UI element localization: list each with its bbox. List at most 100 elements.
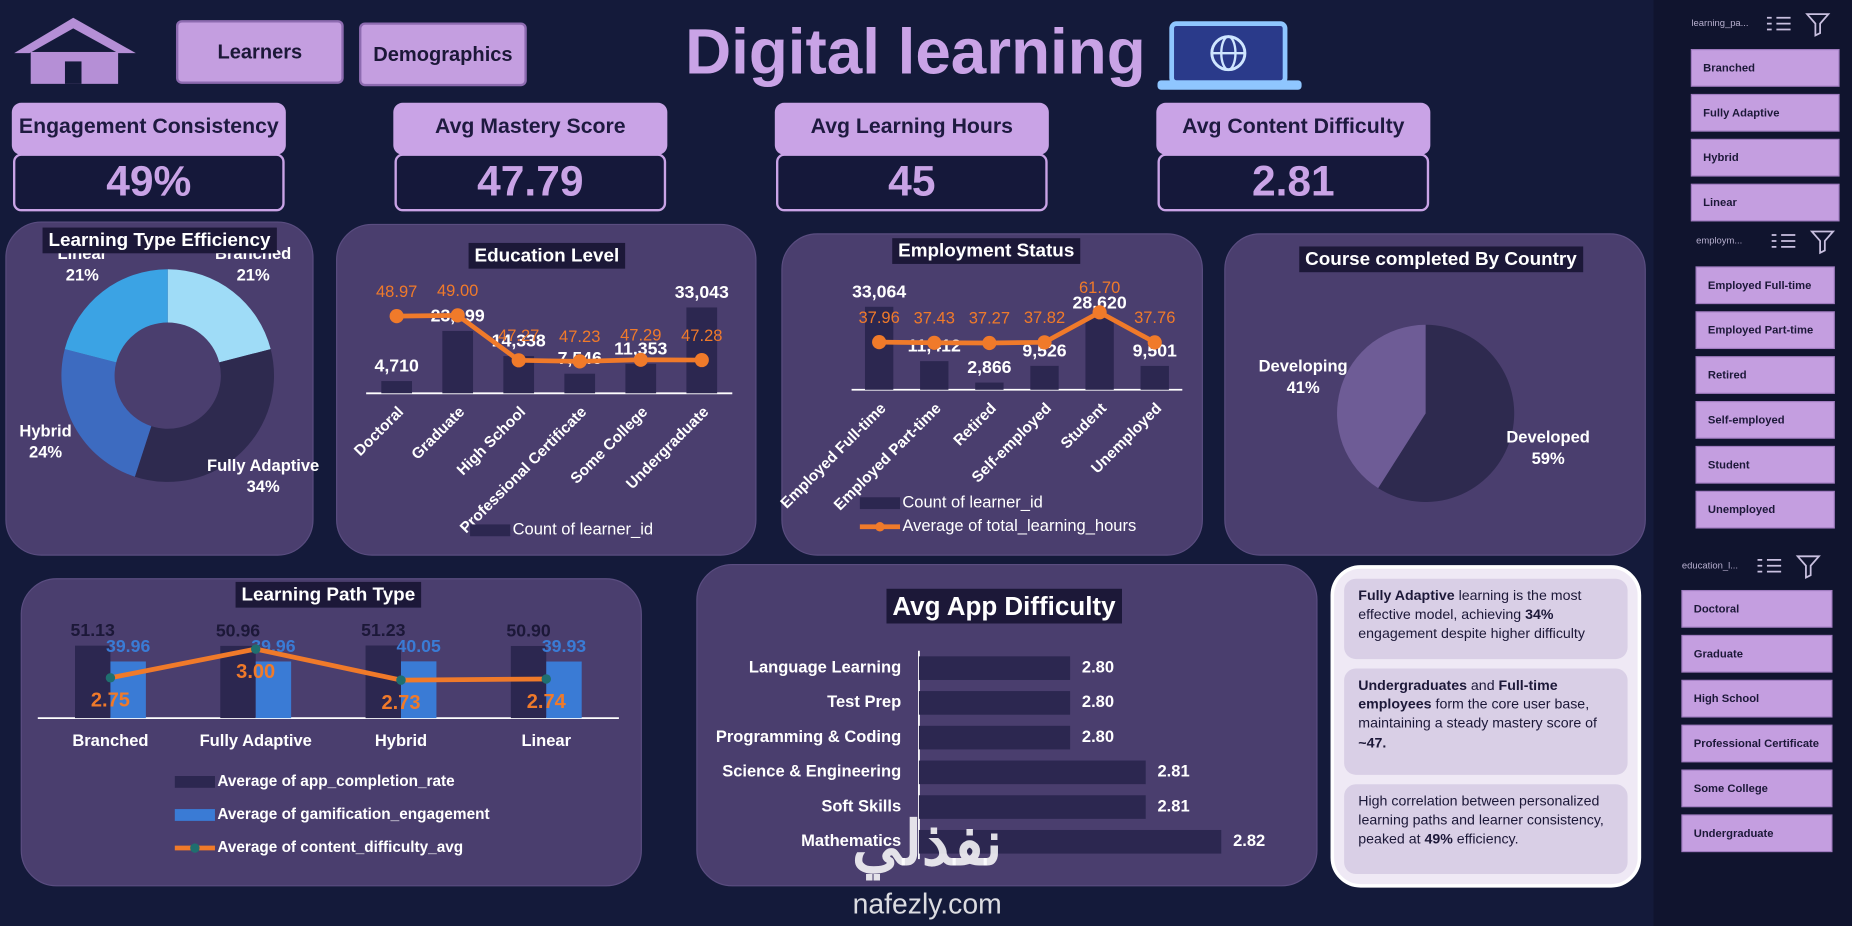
- bar: [381, 381, 413, 394]
- legend-label: Average of total_learning_hours: [902, 516, 1136, 535]
- slicer-item[interactable]: Professional Certificate: [1681, 724, 1833, 763]
- nav-button-label: Learners: [217, 41, 302, 63]
- slice-label: Developed: [1506, 428, 1590, 447]
- insight-run: learning is the most effective model, ac…: [1358, 587, 1582, 623]
- bar: [1085, 317, 1114, 390]
- slice: [61, 349, 152, 477]
- nav-button[interactable]: Demographics: [359, 22, 527, 87]
- slicer-item[interactable]: Doctoral: [1681, 589, 1833, 628]
- bar-value-label: 9,501: [1133, 340, 1177, 360]
- slicer-item[interactable]: Hybrid: [1690, 138, 1840, 177]
- slicer: education_l... Doctoral Graduate High Schoo…: [1681, 555, 1833, 853]
- y-tick-label: Test Prep: [827, 692, 901, 711]
- bar: [442, 330, 474, 394]
- slicer: employm... Employed Full-time Employed Par…: [1695, 230, 1836, 529]
- slicer-item[interactable]: Graduate: [1681, 634, 1833, 673]
- title-background: [1299, 246, 1584, 273]
- line-value-label: 37.96: [858, 308, 899, 327]
- bar-value-label: 11,353: [614, 338, 667, 358]
- bar: [400, 661, 437, 719]
- slicer-item-box: [1681, 679, 1833, 718]
- slicer-item-label: Branched: [1703, 62, 1755, 74]
- slicer-item[interactable]: Self-employed: [1695, 400, 1835, 439]
- line-point: [633, 352, 648, 367]
- bar-value-label: 51.23: [361, 620, 405, 640]
- bar: [975, 382, 1004, 390]
- insight-run: 49%: [1424, 830, 1453, 848]
- home-button[interactable]: [14, 17, 136, 84]
- slicer-clear-filter-icon[interactable]: [1809, 230, 1836, 255]
- chart-panel: [336, 223, 757, 556]
- slicer-item-box: [1695, 311, 1835, 350]
- slicer-header: education_l...: [1682, 560, 1738, 571]
- chart: Language Learning 2.80 Test Prep 2.80 Progra…: [696, 563, 1318, 887]
- slicer-item[interactable]: Branched: [1690, 49, 1840, 87]
- slicer-item[interactable]: Unemployed: [1695, 490, 1835, 529]
- slicer-item-label: Undergraduate: [1694, 828, 1774, 840]
- line-point: [250, 644, 261, 654]
- kpi-card: Avg Learning Hours 45: [774, 102, 1049, 212]
- slicer-item[interactable]: Undergraduate: [1681, 814, 1833, 853]
- title-background: [892, 238, 1081, 264]
- insight-text: Fully Adaptive learning is the most effe…: [1358, 586, 1618, 643]
- slicer-clear-filter-icon[interactable]: [1805, 13, 1831, 37]
- bar: [625, 363, 657, 394]
- legend-swatch-point: [875, 522, 885, 532]
- chart-panel: [696, 563, 1318, 887]
- kpi-value-box: [394, 153, 667, 212]
- kpi-value: 47.79: [477, 158, 583, 205]
- slicer-item[interactable]: Fully Adaptive: [1690, 93, 1840, 132]
- bar-value-label: 2.82: [1233, 831, 1265, 850]
- bar: [546, 661, 582, 719]
- slice: [64, 269, 168, 363]
- insight-run: efficiency.: [1452, 830, 1519, 848]
- slicer-item[interactable]: Student: [1695, 445, 1835, 484]
- slice: [1337, 324, 1426, 489]
- slicer-item[interactable]: Employed Full-time: [1695, 266, 1835, 305]
- slicer-clear-filter-icon[interactable]: [1795, 555, 1821, 580]
- nav-button[interactable]: Learners: [175, 20, 344, 84]
- kpi-value: 45: [888, 158, 935, 205]
- insight-card: [1344, 668, 1628, 775]
- kpi-label-box: [393, 102, 668, 155]
- slice-value: 24%: [29, 443, 62, 462]
- line-value-label: 48.97: [376, 282, 417, 301]
- y-tick-label: Mathematics: [801, 831, 901, 850]
- slicer-item[interactable]: Linear: [1690, 183, 1840, 222]
- line-value-label: 2.73: [381, 692, 420, 714]
- legend-label: Average of gamification_engagement: [217, 806, 489, 823]
- slicer-item-label: Employed Full-time: [1708, 280, 1811, 292]
- slicer-item[interactable]: Employed Part-time: [1695, 311, 1835, 350]
- slicer-item-box: [1695, 356, 1835, 394]
- watermark-arabic: نفذلي: [852, 809, 1002, 880]
- bar-value-label: 2.81: [1158, 796, 1190, 815]
- y-tick-label: Soft Skills: [821, 796, 901, 815]
- slicer-item-box: [1695, 400, 1835, 439]
- legend-swatch: [859, 497, 901, 510]
- slicer-item-label: Graduate: [1694, 648, 1743, 660]
- insight-run: Fully Adaptive: [1358, 587, 1455, 604]
- slicer-item-box: [1690, 93, 1840, 132]
- slice-value: 59%: [1532, 449, 1565, 468]
- slicer-item[interactable]: Some College: [1681, 769, 1833, 808]
- insight-run: Undergraduates: [1358, 676, 1467, 694]
- x-tick-label: Linear: [521, 731, 571, 750]
- line-point: [1037, 335, 1052, 350]
- slicer: learning_pa... Branched Fully Adaptive Hybr…: [1690, 13, 1840, 222]
- legend-label: Count of learner_id: [902, 493, 1042, 512]
- line-point: [927, 335, 942, 350]
- slicer-item[interactable]: Retired: [1695, 356, 1835, 394]
- slicer-item-box: [1681, 724, 1833, 763]
- legend-label: Average of content_difficulty_avg: [217, 839, 463, 856]
- slicer-item-box: [1695, 445, 1835, 484]
- insight-run: High correlation between personalized le…: [1358, 792, 1604, 848]
- line-point: [389, 309, 404, 324]
- kpi-value-box: [775, 153, 1048, 212]
- bar: [564, 373, 596, 394]
- slicer-item[interactable]: High School: [1681, 679, 1833, 718]
- line-value-label: 47.27: [498, 326, 539, 345]
- insight-text: Undergraduates and Full-time employees f…: [1358, 676, 1618, 752]
- slicer-multiselect-icon: [1771, 234, 1796, 248]
